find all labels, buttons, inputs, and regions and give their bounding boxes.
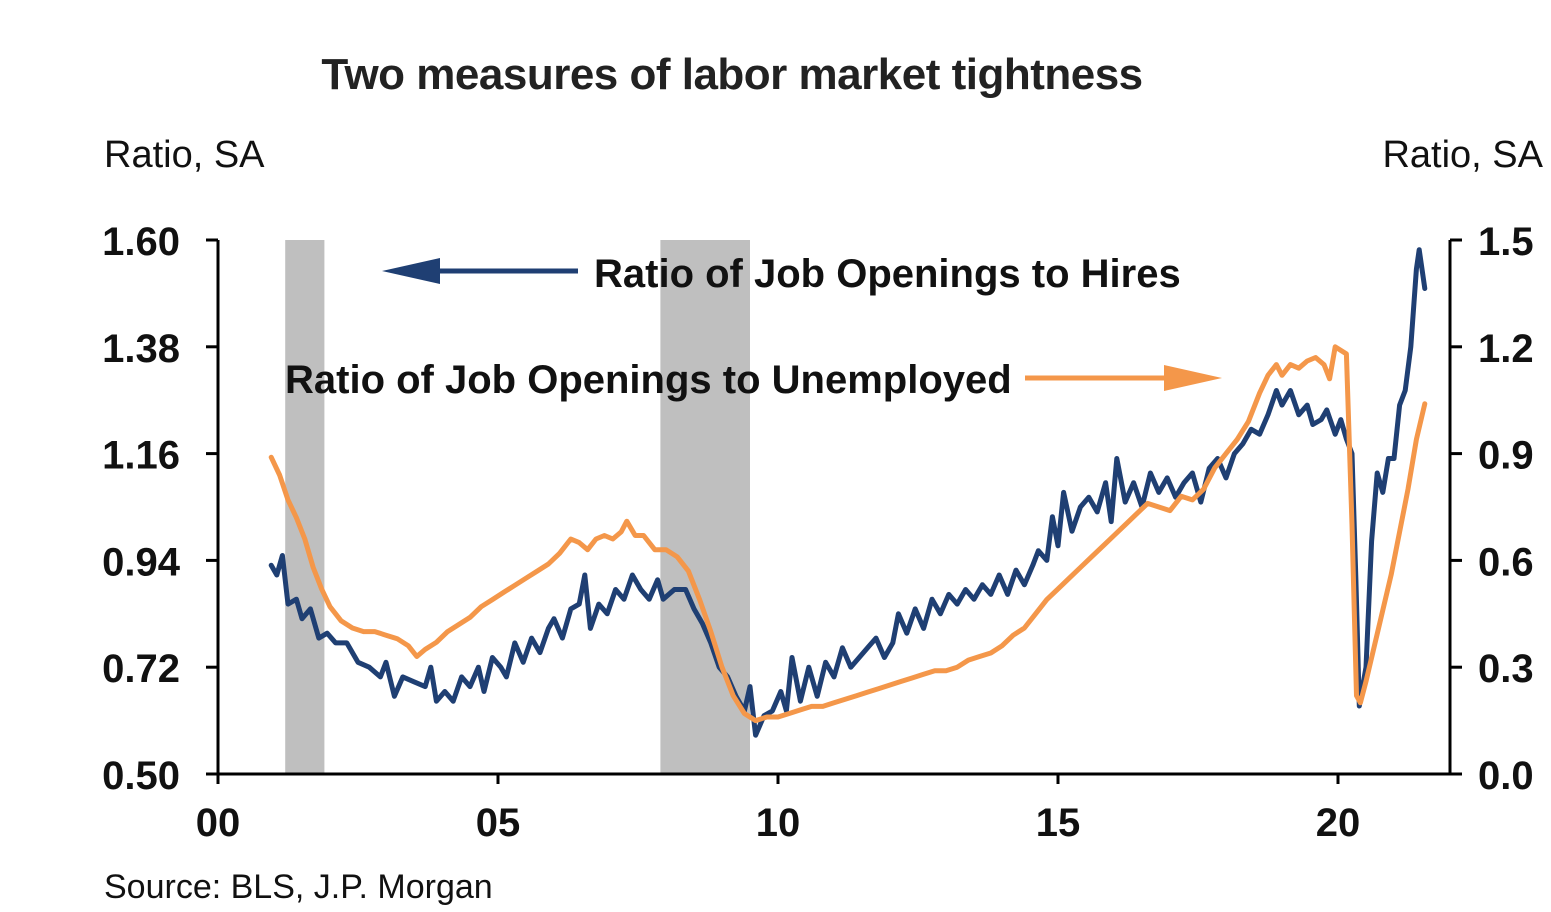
left-tick-label: 0.50 <box>102 754 180 798</box>
x-tick-label: 00 <box>196 801 241 845</box>
x-tick-label: 05 <box>476 801 521 845</box>
hires-arrow-head <box>382 258 440 284</box>
right-tick-label: 1.2 <box>1478 327 1534 371</box>
unemployed-arrow-head <box>1164 365 1222 391</box>
right-tick-label: 0.9 <box>1478 434 1534 478</box>
source-note: Source: BLS, J.P. Morgan <box>104 868 493 906</box>
series-line-openings-to-unemployed <box>268 344 1428 724</box>
chart-title: Two measures of labor market tightness <box>321 50 1143 99</box>
right-tick-label: 0.0 <box>1478 754 1534 798</box>
right-tick-label: 0.6 <box>1478 540 1534 584</box>
x-tick-label: 15 <box>1036 801 1081 845</box>
left-tick-label: 0.94 <box>102 540 181 584</box>
x-tick-label: 10 <box>756 801 801 845</box>
annotation-openings-to-unemployed: Ratio of Job Openings to Unemployed <box>285 358 1012 402</box>
right-tick-label: 0.3 <box>1478 647 1534 691</box>
x-tick-label: 20 <box>1316 801 1361 845</box>
series-line-openings-to-hires <box>268 247 1428 738</box>
right-tick-label: 1.5 <box>1478 220 1534 264</box>
left-tick-label: 1.38 <box>102 327 180 371</box>
left-tick-label: 1.16 <box>102 434 180 478</box>
recession-band-2 <box>660 240 750 774</box>
left-tick-label: 1.60 <box>102 220 180 264</box>
annotation-openings-to-hires: Ratio of Job Openings to Hires <box>594 252 1181 296</box>
right-axis-unit: Ratio, SA <box>1382 134 1543 176</box>
left-axis-unit: Ratio, SA <box>104 134 265 176</box>
left-tick-label: 0.72 <box>102 647 180 691</box>
